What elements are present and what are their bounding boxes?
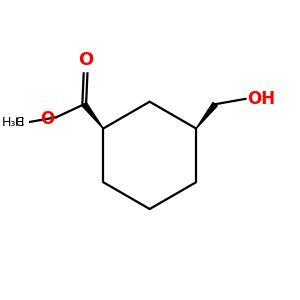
Text: OH: OH	[247, 90, 275, 108]
Text: H: H	[15, 116, 25, 129]
Polygon shape	[196, 103, 217, 128]
Text: H₃C: H₃C	[2, 116, 25, 129]
Text: O: O	[40, 110, 54, 128]
Text: O: O	[78, 51, 93, 69]
Polygon shape	[82, 103, 103, 128]
